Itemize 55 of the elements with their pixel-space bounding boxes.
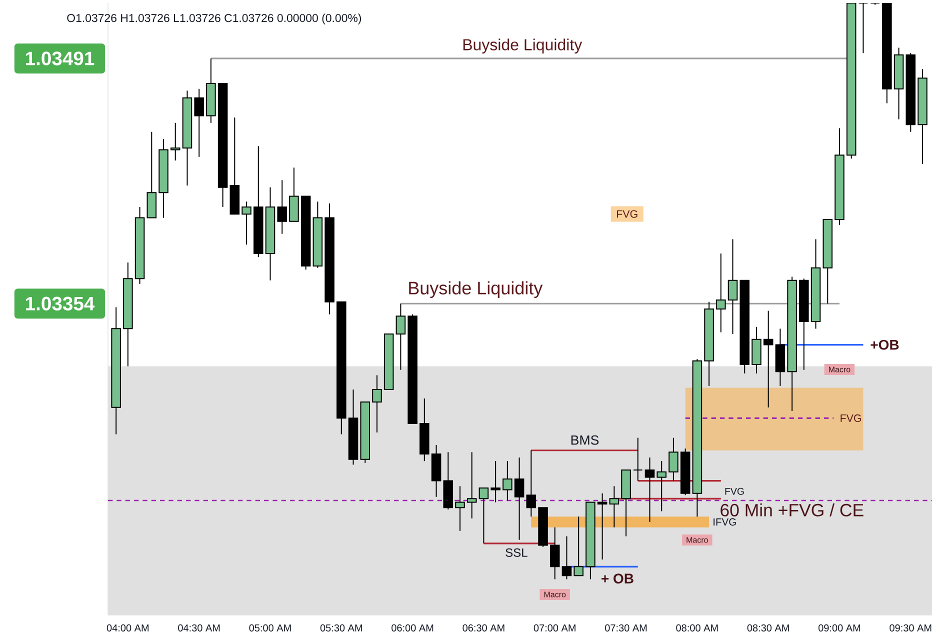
x-tick-label: 05:30 AM (320, 624, 362, 632)
x-tick-label: 06:30 AM (462, 624, 504, 632)
x-tick-label: 09:00 AM (818, 624, 860, 632)
x-tick-label: 04:00 AM (106, 624, 148, 632)
annotation: FVG (725, 488, 744, 495)
annotation: BMS (571, 435, 599, 445)
annotation: O1.03726 H1.03726 L1.03726 C1.03726 0.00000 (0.00%) (67, 14, 362, 24)
candlestick (514, 457, 524, 540)
annotation: Buyside Liquidity (409, 281, 543, 298)
candlestick (466, 452, 477, 519)
annotation: Macro (686, 537, 708, 543)
annotation: + OB (602, 574, 634, 584)
y-tick-label: 1.03491 (26, 52, 94, 66)
candlestick (242, 201, 252, 246)
candlestick (455, 486, 465, 532)
x-tick-label: 08:30 AM (747, 624, 789, 632)
annotation: Macro (544, 592, 566, 598)
candlestick (170, 122, 180, 161)
candlestick (668, 437, 678, 482)
candlestick (716, 253, 726, 333)
annotation: Buyside Liquidity (463, 38, 582, 54)
candlestick (372, 374, 382, 433)
candlestick (526, 450, 536, 518)
candlestick (656, 460, 666, 512)
candlestick (502, 460, 512, 501)
candlestick (763, 310, 774, 408)
candlestick (277, 180, 287, 234)
candlestick (632, 437, 643, 482)
x-tick-label: 06:00 AM (392, 624, 434, 632)
x-tick-label: 05:00 AM (249, 624, 291, 632)
candlestick (194, 88, 204, 158)
x-tick-label: 07:30 AM (605, 624, 647, 632)
candlestick (644, 457, 655, 522)
candlestick (478, 487, 489, 544)
x-tick-label: 07:00 AM (534, 624, 576, 632)
candlestick (597, 492, 608, 560)
annotation: SSL (506, 548, 528, 557)
candlestick (490, 460, 500, 503)
annotation: IFVG (714, 518, 736, 526)
candlestick (562, 536, 572, 580)
x-tick-label: 09:30 AM (890, 624, 932, 632)
annotation: FVG (617, 210, 638, 218)
annotation: Macro (829, 366, 850, 372)
x-tick-label: 08:00 AM (676, 624, 718, 632)
ref-line-label: 60 Min +FVG / CE (720, 503, 864, 516)
annotation: FVG (840, 414, 861, 422)
candlestick (550, 526, 560, 580)
candlestick (574, 516, 584, 576)
candlestick (609, 486, 620, 528)
candlestick (858, 3, 868, 54)
x-tick-label: 04:30 AM (178, 624, 220, 632)
y-tick-label: 1.03354 (26, 296, 95, 310)
annotation: +OB (870, 340, 899, 350)
candlestick (396, 303, 406, 370)
candlestick (728, 238, 738, 335)
